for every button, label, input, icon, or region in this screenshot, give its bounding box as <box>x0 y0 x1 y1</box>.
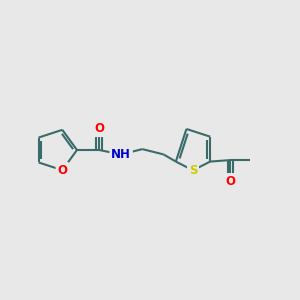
Text: S: S <box>189 164 197 177</box>
Text: O: O <box>94 122 104 135</box>
Text: O: O <box>57 164 67 177</box>
Text: NH: NH <box>111 148 131 161</box>
Text: O: O <box>225 175 235 188</box>
